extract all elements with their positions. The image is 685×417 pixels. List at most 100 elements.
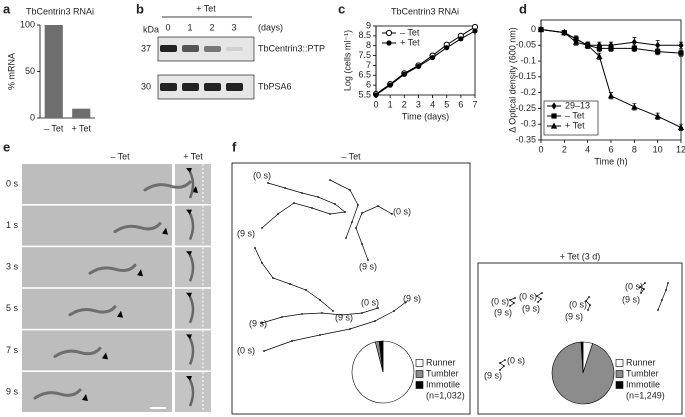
track-label: (9 s) — [403, 293, 421, 303]
legend-label: Immotile — [426, 379, 460, 389]
x-tick-label: 2 — [402, 99, 407, 109]
cell — [113, 222, 162, 234]
x-tick-label: 12 — [676, 144, 685, 154]
track-point — [657, 309, 659, 311]
arrowhead — [186, 376, 192, 381]
x-tick-label: 10 — [653, 144, 663, 154]
protein-label: TbCentrin3::PTP — [258, 43, 325, 53]
time-label: 1 s — [6, 220, 19, 230]
x-tick-label: 1 — [388, 99, 393, 109]
legend-swatch — [615, 381, 624, 389]
track-point — [344, 211, 346, 213]
track-point — [305, 289, 307, 291]
track-point — [541, 292, 543, 294]
legend-label: + Tet — [565, 120, 585, 130]
marker — [596, 45, 602, 52]
legend-label: 29–13 — [565, 100, 590, 110]
x-tick-label: – Tet — [44, 123, 64, 133]
panel-label: e — [3, 139, 10, 154]
marker — [429, 54, 436, 61]
track-label: (0 s) — [625, 281, 643, 291]
arrowhead — [186, 168, 192, 173]
track-label: (0 s) — [393, 206, 411, 216]
track-point — [334, 203, 336, 205]
kda-marker: 30 — [141, 81, 151, 91]
track-point — [261, 262, 263, 264]
track-point — [665, 289, 667, 291]
track — [499, 359, 506, 371]
arrowhead — [102, 352, 108, 360]
time-label: 0 s — [6, 178, 19, 188]
track-label: (0 s) — [491, 296, 509, 306]
track — [355, 205, 393, 261]
track-point — [585, 300, 587, 302]
legend-label: – Tet — [400, 27, 420, 37]
legend-label: Runner — [426, 357, 456, 367]
marker — [386, 40, 392, 46]
y-axis-label: % mRNA — [6, 53, 16, 90]
panel-label: c — [338, 1, 345, 16]
marker — [537, 25, 545, 33]
track-point — [644, 282, 646, 284]
cell — [188, 171, 195, 199]
panel-label: d — [519, 1, 527, 16]
band — [182, 83, 199, 91]
track-point — [349, 328, 351, 330]
track-label: (0 s) — [507, 355, 525, 365]
track — [536, 292, 543, 303]
marker — [608, 45, 614, 52]
panel-label: a — [3, 1, 11, 16]
marker — [655, 48, 661, 55]
band — [160, 45, 177, 52]
marker — [678, 50, 684, 56]
band — [182, 45, 199, 52]
marker — [551, 102, 557, 110]
panel-label: b — [136, 1, 144, 16]
track-point — [317, 196, 319, 198]
track-point — [291, 340, 293, 342]
track-label: (9 s) — [359, 261, 377, 271]
x-axis-label: Time (h) — [594, 156, 627, 166]
marker — [596, 52, 603, 59]
track-label: (9 s) — [335, 312, 353, 322]
x-tick-label: 0 — [538, 144, 543, 154]
track-point — [261, 227, 263, 229]
marker — [655, 41, 661, 49]
arrowhead — [186, 251, 192, 257]
track-box — [477, 262, 683, 415]
cell — [53, 346, 102, 358]
pie-slice — [551, 341, 615, 405]
micrograph — [22, 372, 172, 412]
track-point — [341, 314, 343, 316]
marker — [472, 28, 478, 34]
track-point — [272, 277, 274, 279]
y-tick-label: -0.2 — [520, 87, 536, 97]
track-title: – Tet — [341, 151, 361, 161]
track-point — [293, 202, 295, 204]
track-point — [504, 359, 506, 361]
track — [509, 297, 516, 307]
track-point — [537, 301, 539, 303]
band — [204, 83, 221, 91]
cell — [188, 254, 195, 282]
track-point — [355, 227, 357, 229]
marker — [551, 113, 557, 119]
arrowhead — [117, 310, 123, 318]
track-label: (9 s) — [484, 370, 502, 380]
track-point — [289, 283, 291, 285]
marker — [631, 45, 637, 52]
marker — [572, 38, 580, 45]
x-tick-label: 4 — [585, 144, 590, 154]
marker — [458, 36, 464, 42]
band — [226, 47, 243, 51]
track-point — [393, 310, 395, 312]
track-point — [513, 302, 515, 304]
track-point — [367, 259, 369, 261]
marker — [401, 71, 407, 77]
track — [585, 296, 591, 311]
time-label: 5 s — [6, 303, 19, 313]
western-blot: + Tet kDa 0 1 2 3 (days) 37 30 TbCentrin… — [141, 3, 325, 100]
x-axis-label: Time (days) — [402, 111, 449, 121]
cell — [68, 305, 117, 317]
track-point — [349, 189, 351, 191]
